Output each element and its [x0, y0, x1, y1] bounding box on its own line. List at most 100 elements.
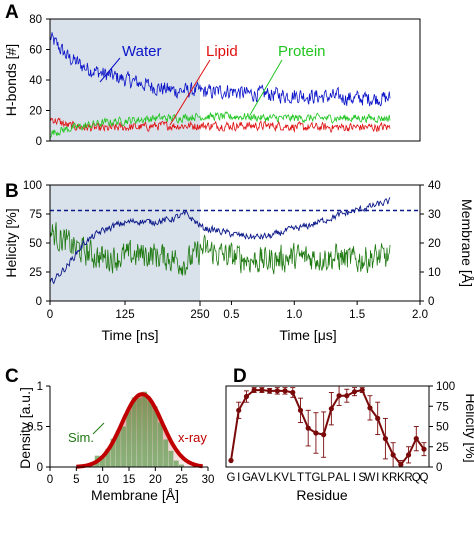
- residue-point: [375, 415, 381, 421]
- panel-c-ylabel: Density [a.u.]: [17, 387, 33, 469]
- residue-point: [282, 388, 288, 394]
- sim-bar: [142, 391, 148, 467]
- panel-b-x-tick-label: 2.0: [412, 309, 428, 321]
- panel-c-x-tick-label: 20: [149, 474, 162, 486]
- residue-tick-label: L: [320, 472, 327, 484]
- panel-c-y-tick-label: 0: [37, 462, 43, 474]
- legend-xray: x-ray: [178, 430, 207, 445]
- panel-d-frame: [225, 385, 430, 468]
- residue-tick-label: I: [237, 472, 240, 484]
- panel-c: 0 5 10 15 20 25 30 00.51 Membrane [Å] Density …: [17, 381, 214, 503]
- pointer-protein: [249, 59, 283, 116]
- panel-b-xlabel-right: Time [μs]: [279, 327, 336, 343]
- residue-point: [321, 432, 327, 438]
- residue-tick-label: L: [266, 472, 273, 484]
- pointer-water: [99, 57, 121, 83]
- panel-d-y-tick-label: 75: [436, 401, 449, 413]
- residue-tick-label: I: [353, 472, 356, 484]
- panel-b-x-tick-label: 1.0: [286, 309, 302, 321]
- helicity-line: [49, 197, 391, 285]
- residue-tick-label: V: [258, 472, 266, 484]
- residue-point: [267, 388, 273, 394]
- residue-point: [313, 430, 319, 436]
- residue-point: [390, 452, 396, 458]
- panel-c-x-tick-label: 0: [47, 474, 53, 486]
- sim-bar: [163, 439, 169, 467]
- residue-tick-label: R: [404, 472, 412, 484]
- sim-bar: [136, 398, 142, 468]
- residue-point: [297, 407, 304, 413]
- panel-a-label: A: [5, 2, 19, 23]
- panel-b-x-tick-label: 250: [190, 309, 209, 321]
- panel-c-x-tick-label: 25: [175, 474, 188, 486]
- legend-water: Water: [122, 43, 161, 60]
- panel-a-y-ticks: 0 20 40 60 80: [29, 14, 50, 148]
- pointer-sim: [92, 422, 105, 435]
- panel-a-y-tick-label: 0: [36, 136, 42, 148]
- residue-point: [351, 389, 358, 395]
- legend-lipid: Lipid: [206, 43, 238, 60]
- sim-bar: [105, 449, 111, 467]
- panel-d-y-tick-label: 0: [436, 462, 442, 474]
- residue-tick-label: K: [397, 472, 405, 484]
- panel-b-ylabel-right: Membrane [Å]: [459, 199, 474, 287]
- legend-sim: Sim.: [68, 430, 94, 445]
- panel-d-x-ticks: G I G A V L K V L T T G L P A L I SW I K R K R QQ: [227, 472, 429, 484]
- panel-b-y-tick-label-right: 10: [428, 267, 441, 279]
- panel-b-lines: [49, 197, 391, 285]
- panel-a-ylabel: H-bonds [#]: [3, 44, 19, 116]
- residue-tick-label: K: [382, 472, 390, 484]
- residue-tick-label: V: [281, 472, 289, 484]
- panel-c-x-tick-label: 15: [123, 474, 136, 486]
- residue-point: [328, 406, 334, 412]
- residue-tick-label: I: [376, 472, 379, 484]
- residue-point: [336, 393, 342, 399]
- panel-a-y-tick-label: 80: [29, 14, 42, 26]
- panel-b-x-tick-label: 1.5: [349, 309, 365, 321]
- residue-point: [259, 387, 265, 393]
- residue-tick-label: L: [344, 472, 351, 484]
- legend-protein: Protein: [278, 43, 326, 60]
- panel-d-marks: [228, 385, 427, 468]
- residue-tick-label: T: [297, 472, 304, 484]
- sim-bar: [115, 430, 121, 467]
- panel-b-y-tick-label-right: 20: [428, 238, 441, 250]
- panel-b-y-tick-label-right: 0: [428, 296, 434, 308]
- residue-point: [236, 407, 242, 413]
- residue-point: [228, 457, 234, 464]
- residue-point: [382, 436, 388, 442]
- panel-d-y-tick-label: 50: [436, 422, 449, 434]
- panel-b-y-tick-label-right: 40: [428, 180, 441, 192]
- residue-tick-label: Q: [412, 472, 421, 484]
- sim-bar: [168, 450, 174, 467]
- sim-bar: [173, 460, 179, 468]
- residue-tick-label: T: [305, 472, 312, 484]
- residue-point: [305, 425, 311, 431]
- sim-bar: [179, 464, 184, 467]
- residue-point: [367, 405, 373, 411]
- residue-tick-label: G: [227, 472, 236, 484]
- panel-d-y-ticks: 0 25 50 75 100: [429, 381, 455, 474]
- membrane-line: [49, 222, 391, 276]
- sim-bar: [152, 406, 158, 468]
- panel-b-y-tick-label-left: 25: [29, 267, 42, 279]
- panel-c-y-tick-label: 0.5: [27, 422, 43, 434]
- residue-point: [413, 436, 419, 442]
- panel-b-x-tick-label: 0: [47, 309, 53, 321]
- residue-tick-label: G: [311, 472, 320, 484]
- panel-b-ylabel-left: Helicity [%]: [3, 208, 19, 277]
- panel-d-ylabel: Helicity [%]: [463, 393, 474, 462]
- panel-a-y-tick-label: 40: [29, 75, 42, 87]
- residue-tick-label: A: [250, 472, 258, 484]
- xray-curve: [76, 392, 204, 469]
- panel-b-y-tick-label-left: 100: [23, 180, 42, 192]
- panel-b-y-ticks-right: 0 10 20 30 40: [420, 180, 441, 308]
- panel-b-y-tick-label-left: 0: [36, 296, 42, 308]
- residue-tick-label: K: [273, 472, 281, 484]
- panel-c-x-ticks: 0 5 10 15 20 25 30: [47, 467, 214, 486]
- panel-d-y-tick-label: 100: [436, 381, 455, 393]
- residue-tick-label: Q: [420, 472, 429, 484]
- lipid-line: [49, 117, 391, 133]
